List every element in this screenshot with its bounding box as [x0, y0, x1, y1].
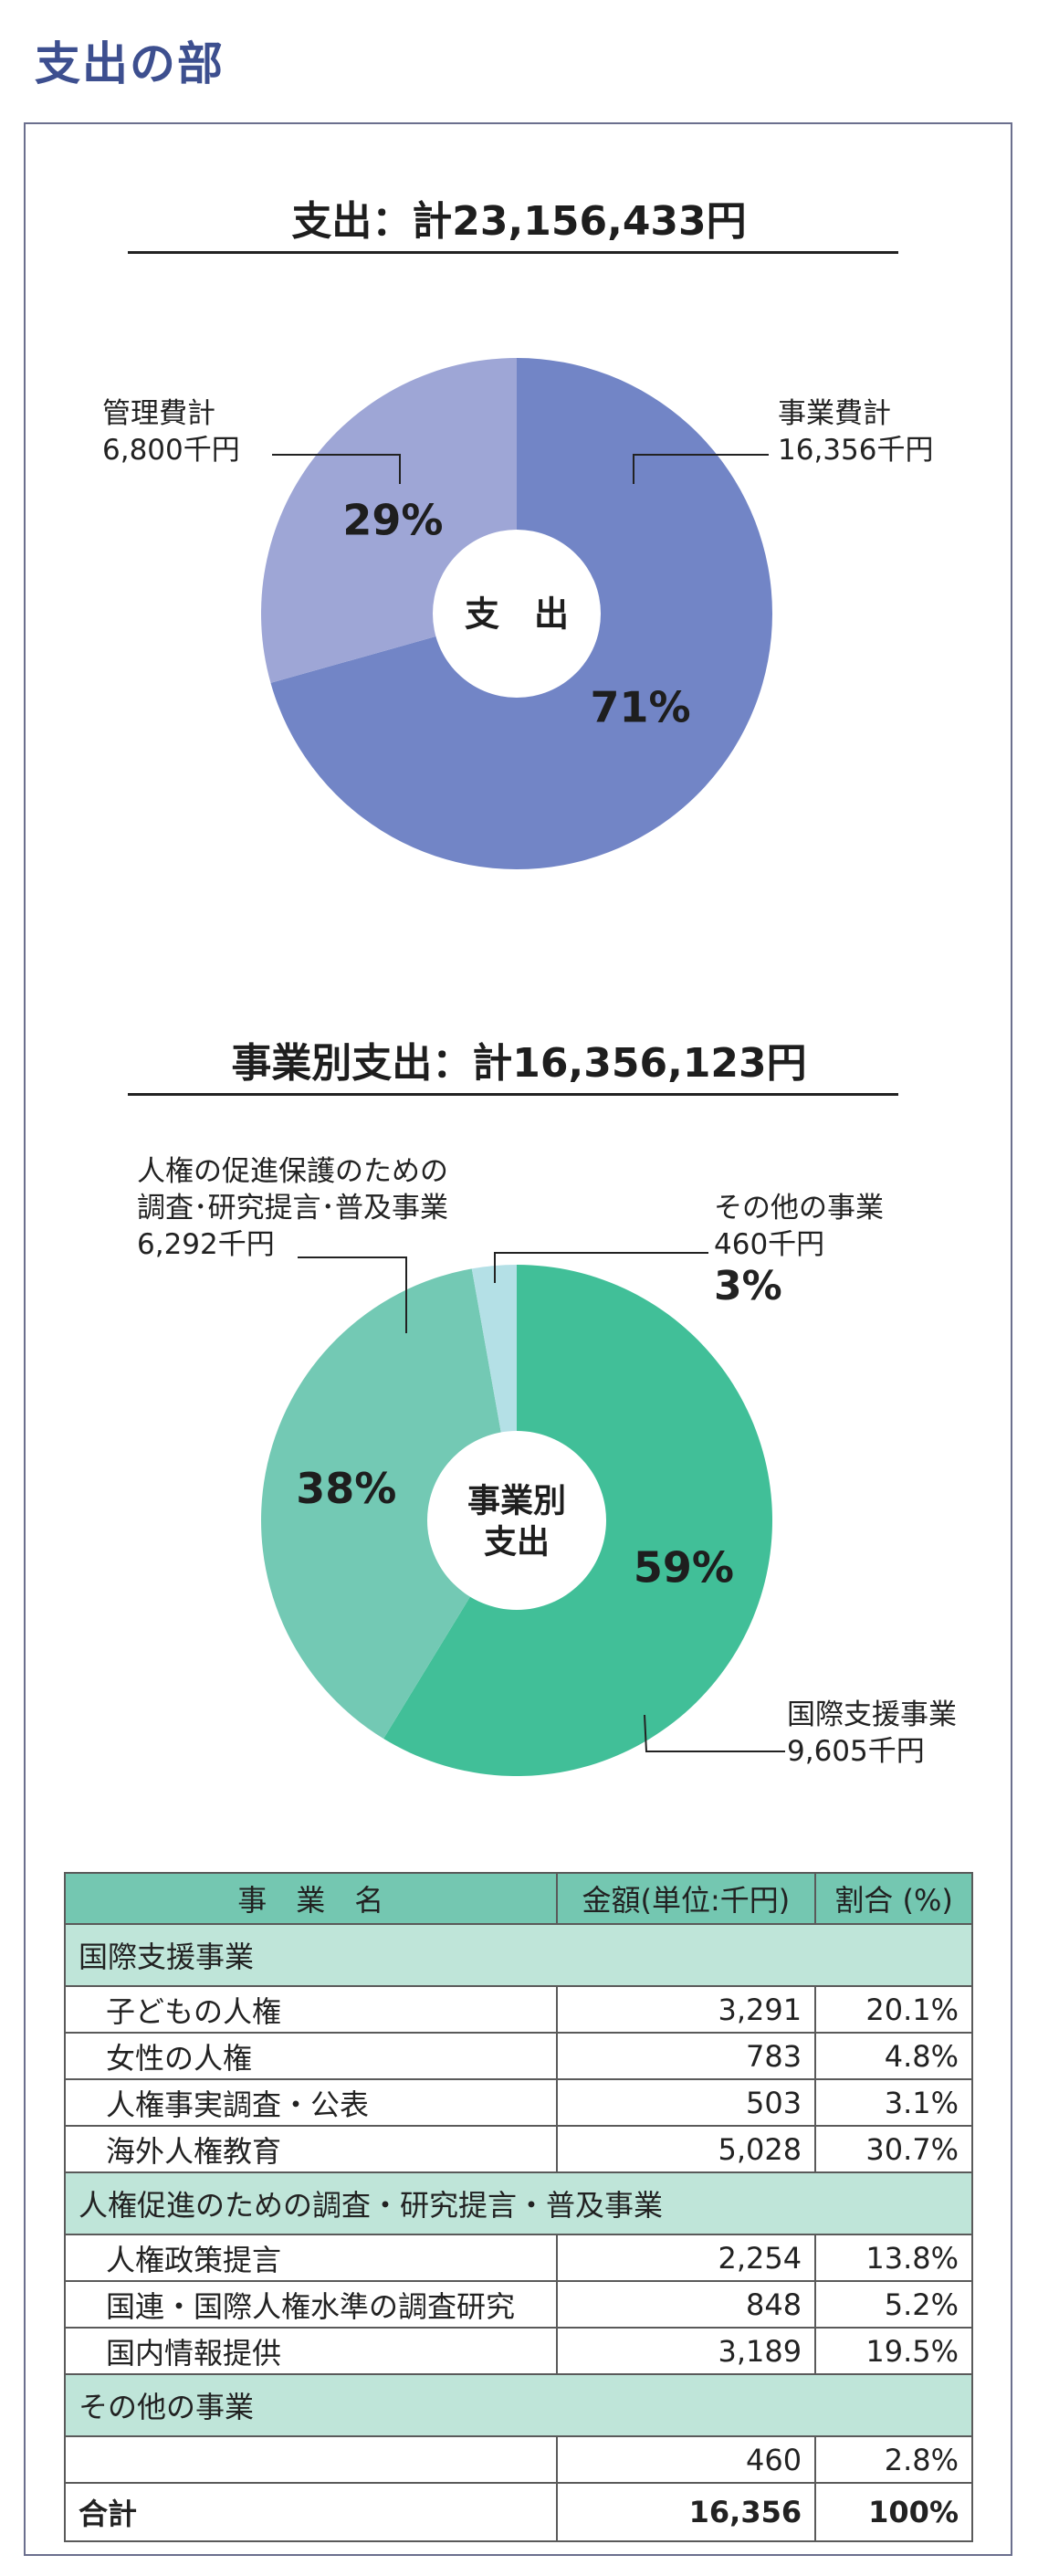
- chart2-label-research: 人権の促進保護のための 調査･研究提言･普及事業 6,292千円: [137, 1155, 448, 1261]
- chart2-title: 事業別支出：計16,356,123円: [231, 1040, 807, 1087]
- pie-center: [433, 530, 601, 698]
- chart2-pie: 59% 38% 事業別支出: [260, 1252, 785, 1776]
- header-name: 事 業 名: [64, 1872, 558, 1925]
- chart2-label-intl: 国際支援事業 9,605千円: [787, 1698, 957, 1768]
- content-frame: [24, 122, 1012, 2556]
- leader-line: [633, 454, 769, 484]
- leader-line: [644, 1714, 785, 1752]
- chart1-title-rule: [128, 251, 898, 254]
- pie-center-label: 事業別: [467, 1482, 566, 1519]
- page-title: 支出の部: [35, 37, 225, 90]
- table-row: 人権政策提言 2,254 13.8%: [64, 2234, 973, 2282]
- chart2-title-rule: [128, 1093, 898, 1096]
- breakdown-table: 事 業 名 金額(単位:千円) 割合 (%) 国際支援事業 子どもの人権 3,2…: [64, 1872, 973, 2542]
- group-row: その他の事業: [64, 2373, 973, 2437]
- chart1-label-admin: 管理費計 6,800千円: [102, 397, 240, 467]
- table-row: 国連・国際人権水準の調査研究 848 5.2%: [64, 2280, 973, 2329]
- chart2-label-other: その他の事業 460千円 3%: [714, 1192, 884, 1309]
- header-ratio: 割合 (%): [814, 1872, 973, 1925]
- header-amount: 金額(単位:千円): [555, 1872, 817, 1925]
- group-row: 人権促進のための調査・研究提言・普及事業: [64, 2171, 973, 2235]
- chart1-title: 支出：計23,156,433円: [291, 198, 747, 245]
- leader-line: [298, 1256, 407, 1333]
- pie-percent-label: 59%: [634, 1543, 734, 1593]
- pie-percent-label: 71%: [590, 683, 690, 732]
- chart1-label-project: 事業費計 16,356千円: [778, 397, 934, 467]
- leader-line: [272, 454, 401, 484]
- group-row: 国際支援事業: [64, 1923, 973, 1987]
- chart1-pie: 71% 29% 支 出: [260, 358, 772, 870]
- pie-center-label: 支 出: [465, 594, 569, 635]
- table-row: 海外人権教育 5,028 30.7%: [64, 2125, 973, 2173]
- table-row: 人権事実調査・公表 503 3.1%: [64, 2078, 973, 2127]
- pie-percent-label: 29%: [342, 495, 443, 544]
- table-row: 女性の人権 783 4.8%: [64, 2032, 973, 2080]
- leader-line: [494, 1252, 708, 1283]
- table-row: 460 2.8%: [64, 2435, 973, 2484]
- pie-center: [427, 1431, 606, 1610]
- pie-slice: [260, 1268, 517, 1740]
- total-row: 合計 16,356 100%: [64, 2482, 973, 2542]
- table-row: 子どもの人権 3,291 20.1%: [64, 1985, 973, 2034]
- pie-percent-label: 38%: [296, 1464, 396, 1513]
- pie-center-label: 支出: [484, 1523, 550, 1561]
- table-row: 国内情報提供 3,189 19.5%: [64, 2327, 973, 2375]
